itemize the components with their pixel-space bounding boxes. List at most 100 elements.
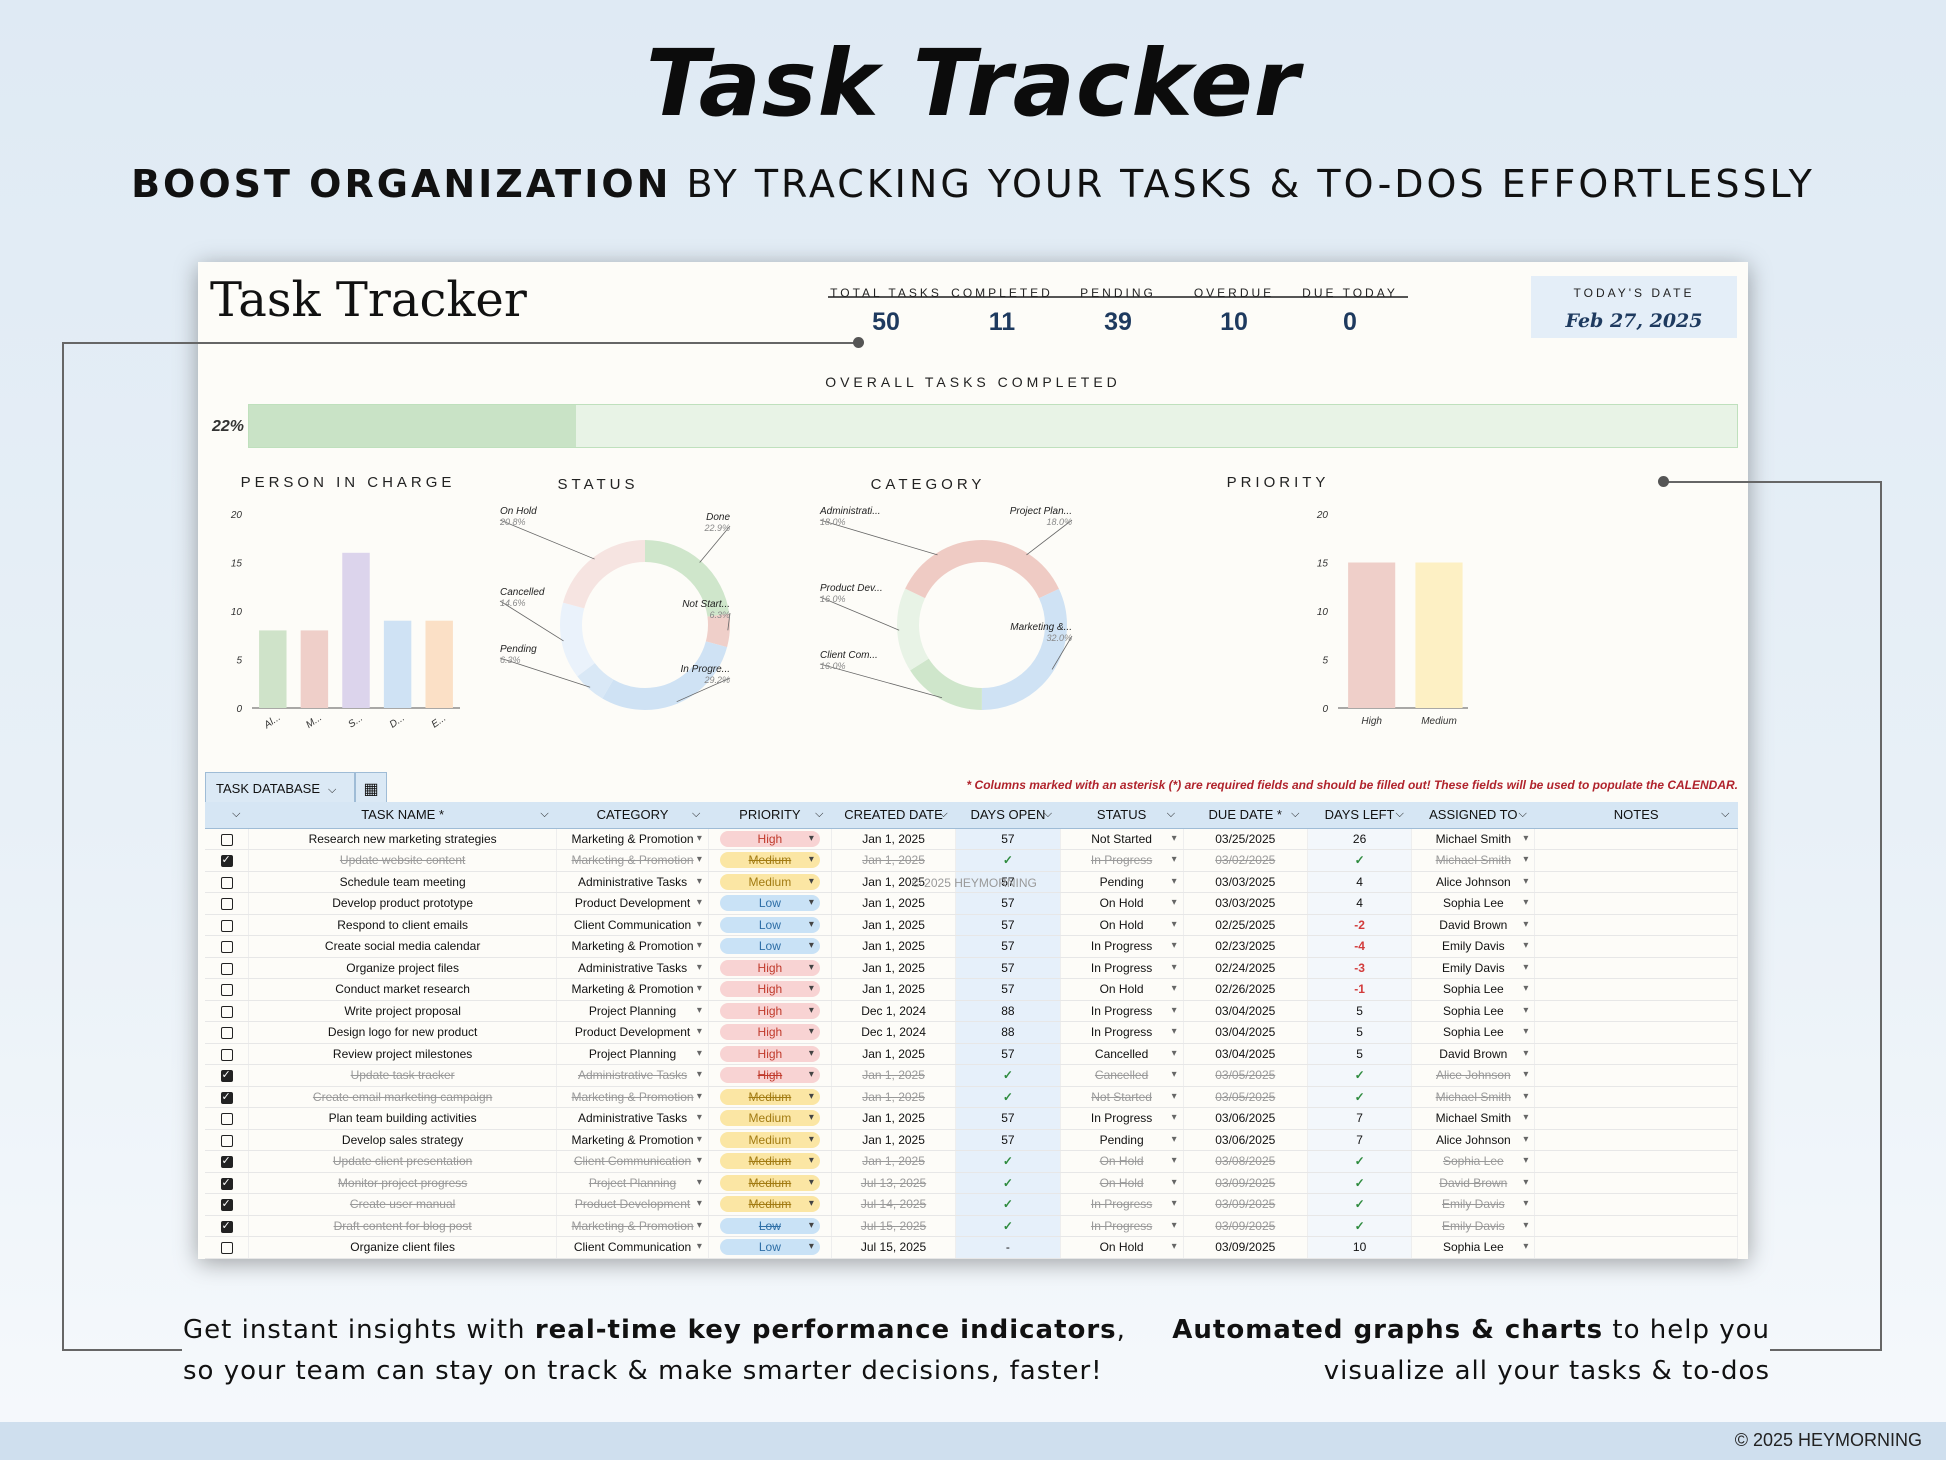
priority-cell[interactable]: High [708, 1000, 832, 1022]
status-cell[interactable]: On Hold [1060, 1172, 1184, 1194]
task-checkbox[interactable] [220, 1154, 233, 1169]
priority-cell[interactable]: High [708, 1064, 832, 1087]
column-header-days-open[interactable]: DAYS OPEN ⌵ [955, 802, 1061, 829]
checkbox-cell[interactable] [205, 1236, 249, 1259]
priority-cell[interactable]: Medium [708, 1086, 832, 1108]
due-date-cell[interactable]: 03/25/2025 [1183, 828, 1308, 850]
assigned-to-cell[interactable]: Sophia Lee [1411, 1021, 1536, 1044]
task-name-cell[interactable]: Create social media calendar [248, 935, 558, 958]
chevron-down-icon[interactable]: ⌵ [815, 808, 824, 820]
priority-cell[interactable]: Medium [708, 1107, 832, 1130]
category-cell[interactable]: Marketing & Promotion [556, 1215, 709, 1237]
priority-cell[interactable]: Medium [708, 1129, 832, 1151]
task-checkbox[interactable] [220, 1005, 233, 1018]
priority-cell[interactable]: High [708, 957, 832, 979]
task-name-cell[interactable]: Develop sales strategy [248, 1129, 558, 1151]
notes-cell[interactable] [1534, 1129, 1738, 1151]
priority-cell[interactable]: High [708, 1021, 832, 1044]
chevron-down-icon[interactable]: ⌵ [1166, 808, 1176, 820]
category-cell[interactable]: Marketing & Promotion [556, 1129, 709, 1151]
category-cell[interactable]: Administrative Tasks [556, 871, 709, 893]
checkbox-cell[interactable] [205, 957, 249, 979]
chevron-down-icon[interactable]: ⌵ [939, 808, 948, 820]
chevron-down-icon[interactable]: ⌵ [1291, 808, 1300, 820]
priority-cell[interactable]: Low [708, 935, 832, 958]
priority-cell[interactable]: Medium [708, 1193, 832, 1216]
notes-cell[interactable] [1534, 871, 1738, 893]
priority-cell[interactable]: Medium [708, 1172, 832, 1194]
task-checkbox[interactable] [220, 1197, 233, 1212]
due-date-cell[interactable]: 03/04/2025 [1183, 1021, 1308, 1044]
category-cell[interactable]: Administrative Tasks [556, 1107, 709, 1130]
status-cell[interactable]: Not Started [1060, 828, 1184, 850]
due-date-cell[interactable]: 02/25/2025 [1183, 914, 1308, 936]
assigned-to-cell[interactable]: Alice Johnson [1411, 871, 1536, 893]
checkbox-cell[interactable] [205, 1172, 249, 1194]
column-header-task-name[interactable]: TASK NAME * ⌵ [248, 802, 557, 829]
task-checkbox[interactable] [220, 1219, 233, 1233]
chevron-down-icon[interactable]: ⌵ [540, 808, 549, 820]
notes-cell[interactable] [1534, 935, 1738, 958]
column-header-priority[interactable]: PRIORITY ⌵ [708, 802, 832, 829]
task-checkbox[interactable] [220, 1027, 233, 1040]
priority-cell[interactable]: Low [708, 892, 832, 915]
task-checkbox[interactable] [220, 1068, 233, 1083]
priority-cell[interactable]: High [708, 978, 832, 1001]
status-cell[interactable]: On Hold [1060, 914, 1184, 936]
task-checkbox[interactable] [220, 1113, 233, 1126]
category-cell[interactable]: Project Planning [556, 1000, 709, 1022]
status-cell[interactable]: On Hold [1060, 1236, 1184, 1259]
notes-cell[interactable] [1534, 1043, 1738, 1065]
category-cell[interactable]: Marketing & Promotion [556, 978, 709, 1001]
due-date-cell[interactable]: 03/06/2025 [1183, 1129, 1308, 1151]
task-name-cell[interactable]: Respond to client emails [248, 914, 558, 936]
calculator-icon[interactable]: ▦ [355, 772, 387, 802]
priority-cell[interactable]: Medium [708, 849, 832, 872]
checkbox-cell[interactable] [205, 1129, 249, 1151]
column-header-status[interactable]: STATUS ⌵ [1060, 802, 1184, 829]
notes-cell[interactable] [1534, 1150, 1738, 1173]
status-cell[interactable]: In Progress [1060, 1215, 1184, 1237]
task-name-cell[interactable]: Monitor project progress [248, 1172, 558, 1194]
chevron-down-icon[interactable]: ⌵ [1518, 808, 1527, 820]
due-date-cell[interactable]: 03/02/2025 [1183, 849, 1308, 872]
checkbox-cell[interactable] [205, 1086, 249, 1108]
chevron-down-icon[interactable]: ⌵ [1395, 808, 1404, 820]
category-cell[interactable]: Project Planning [556, 1043, 709, 1065]
task-checkbox[interactable] [220, 1048, 233, 1061]
task-checkbox[interactable] [220, 984, 233, 997]
due-date-cell[interactable]: 03/04/2025 [1183, 1043, 1308, 1065]
assigned-to-cell[interactable]: Alice Johnson [1411, 1129, 1536, 1151]
notes-cell[interactable] [1534, 1021, 1738, 1044]
assigned-to-cell[interactable]: Sophia Lee [1411, 1150, 1536, 1173]
due-date-cell[interactable]: 03/03/2025 [1183, 892, 1308, 915]
assigned-to-cell[interactable]: David Brown [1411, 914, 1536, 936]
column-header-days-left[interactable]: DAYS LEFT ⌵ [1307, 802, 1412, 829]
due-date-cell[interactable]: 03/06/2025 [1183, 1107, 1308, 1130]
column-header-created-date[interactable]: CREATED DATE ⌵ [831, 802, 956, 829]
task-checkbox[interactable] [220, 876, 233, 889]
assigned-to-cell[interactable]: Michael Smith [1411, 828, 1536, 850]
task-name-cell[interactable]: Review project milestones [248, 1043, 558, 1065]
task-database-tab[interactable]: TASK DATABASE ⌵ [205, 772, 355, 802]
due-date-cell[interactable]: 03/09/2025 [1183, 1172, 1308, 1194]
assigned-to-cell[interactable]: David Brown [1411, 1172, 1536, 1194]
notes-cell[interactable] [1534, 1193, 1738, 1216]
task-name-cell[interactable]: Update task tracker [248, 1064, 558, 1087]
checkbox-cell[interactable] [205, 978, 249, 1001]
task-name-cell[interactable]: Plan team building activities [248, 1107, 558, 1130]
assigned-to-cell[interactable]: Sophia Lee [1411, 1000, 1536, 1022]
due-date-cell[interactable]: 02/23/2025 [1183, 935, 1308, 958]
chevron-down-icon[interactable]: ⌵ [232, 808, 241, 820]
task-checkbox[interactable] [220, 941, 233, 954]
checkbox-cell[interactable] [205, 1021, 249, 1044]
status-cell[interactable]: On Hold [1060, 1150, 1184, 1173]
checkbox-cell[interactable] [205, 1064, 249, 1087]
status-cell[interactable]: Cancelled [1060, 1043, 1184, 1065]
due-date-cell[interactable]: 02/26/2025 [1183, 978, 1308, 1001]
chevron-down-icon[interactable]: ⌵ [1721, 808, 1730, 820]
checkbox-cell[interactable] [205, 1193, 249, 1216]
category-cell[interactable]: Administrative Tasks [556, 1064, 709, 1087]
assigned-to-cell[interactable]: Emily Davis [1411, 1193, 1536, 1216]
status-cell[interactable]: In Progress [1060, 849, 1184, 872]
